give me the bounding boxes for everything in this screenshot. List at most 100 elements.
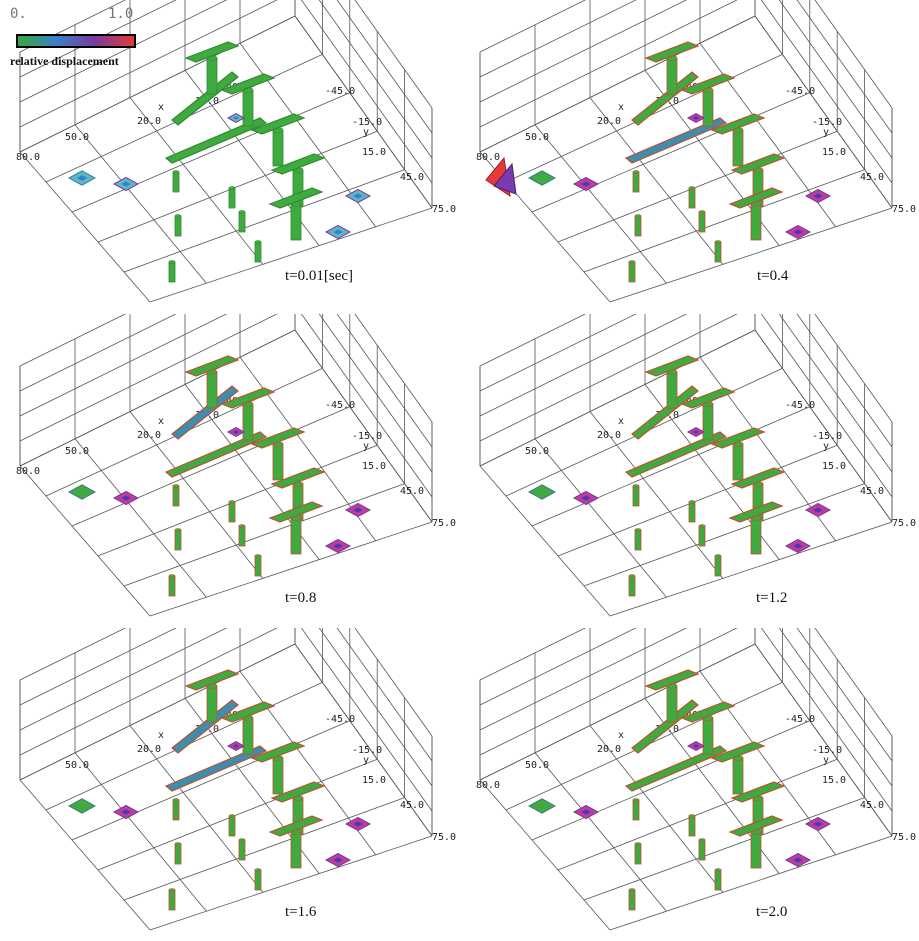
column-shaft [628,261,636,283]
girder-beam [164,431,268,478]
column-top [172,484,180,488]
footing-plate [67,798,97,814]
y-tick-label: -15.0 [352,117,382,128]
column-shaft [628,889,636,911]
pier-cap [220,73,276,95]
panel-t-0-8: 30.020.010.00.0070.0-40.0-45.0-15.015.04… [0,314,459,627]
column-shaft [238,211,246,233]
footing-core [121,495,131,501]
x-tick-label: 20.0 [597,430,621,441]
footing-core [793,857,803,863]
floor-grid-line [609,207,893,303]
y-axis-letter: y [823,755,829,766]
x-tick-label: 20.0 [597,116,621,127]
column-shaft [632,171,640,193]
wall-grid-line [814,628,893,737]
wall-grid-line [479,0,637,78]
wall-grid-line [19,643,296,781]
footing-core [121,181,131,187]
column-shaft [242,89,254,127]
column-shaft [634,529,642,551]
pier-cap [220,701,276,723]
column-top [698,838,706,842]
y-tick-label: 45.0 [400,172,424,183]
column-shaft [714,555,722,577]
footing-core [333,229,343,235]
wall-grid-line [318,314,433,473]
corner-tick-label: 75.0 [892,204,916,215]
column-shaft [666,57,678,95]
bridge-structure [485,41,832,283]
column-top [172,798,180,802]
floor-grid-line [19,465,151,617]
wall-grid-line [300,314,433,498]
wireframe-box [479,0,893,303]
x-tick-label: 80.0 [476,780,500,791]
time-label: t=1.2 [756,590,788,606]
column-top [238,838,246,842]
column-shaft [634,843,642,865]
x-tick-label: 80.0 [16,152,40,163]
footing-plate [527,798,557,814]
column-shaft [206,57,218,95]
floor-grid-line [149,835,433,931]
floor-grid-line [589,411,724,579]
wall-grid-line [19,0,127,53]
footing-core [353,193,363,199]
wall-grid-line [336,628,433,762]
x-tick-label: 20.0 [597,744,621,755]
wall-grid-line [479,0,738,128]
bridge-structure [67,41,372,283]
column-shaft [702,403,714,441]
column-shaft [732,129,744,167]
wall-grid-line [814,314,893,423]
y-tick-label: -45.0 [325,714,355,725]
girder-beam [631,699,699,754]
column-shaft [698,525,706,547]
legend-title: relative displacement [10,54,119,68]
column-top [634,842,642,846]
wall-grid-line [778,0,893,159]
pier-cap [680,701,736,723]
wall-grid-line [19,314,177,392]
girder-beam [164,745,268,792]
floor-grid-line [534,124,667,284]
wall-grid-line [479,628,637,706]
floor-grid-line [583,483,865,587]
column-top [698,524,706,528]
column-shaft [174,215,182,237]
y-tick-label: -15.0 [352,745,382,756]
column-shaft [290,517,302,555]
pier-cap [680,73,736,95]
footing-core [813,193,823,199]
y-tick-label: -45.0 [785,714,815,725]
y-tick-label: -45.0 [785,400,815,411]
wall-grid-line [479,314,688,417]
pier-cap [644,669,700,691]
pier-cap [710,113,766,135]
floor-grid-line [589,97,724,265]
footing-core [232,430,240,434]
bridge-structure [527,669,832,911]
floor-grid-line [583,169,865,273]
column-shaft [168,261,176,283]
girder-beam [631,71,699,126]
wall-grid-line [479,314,637,392]
floor-grid-line [609,835,893,931]
floor-grid-line [71,720,350,841]
footing-plate [527,170,557,186]
pier-cap [710,427,766,449]
column-top [174,528,182,532]
wall-grid-line [336,314,433,448]
column-top [174,842,182,846]
x-axis-letter: x [618,730,624,741]
wall-grid-line [760,314,893,498]
x-tick-label: 50.0 [525,132,549,143]
wall-grid-line [19,314,127,367]
pier-cap [728,501,784,523]
column-shaft [254,241,262,263]
floor-grid-line [97,130,378,243]
column-shaft [228,187,236,209]
column-shaft [242,403,254,441]
column-top [714,868,722,872]
